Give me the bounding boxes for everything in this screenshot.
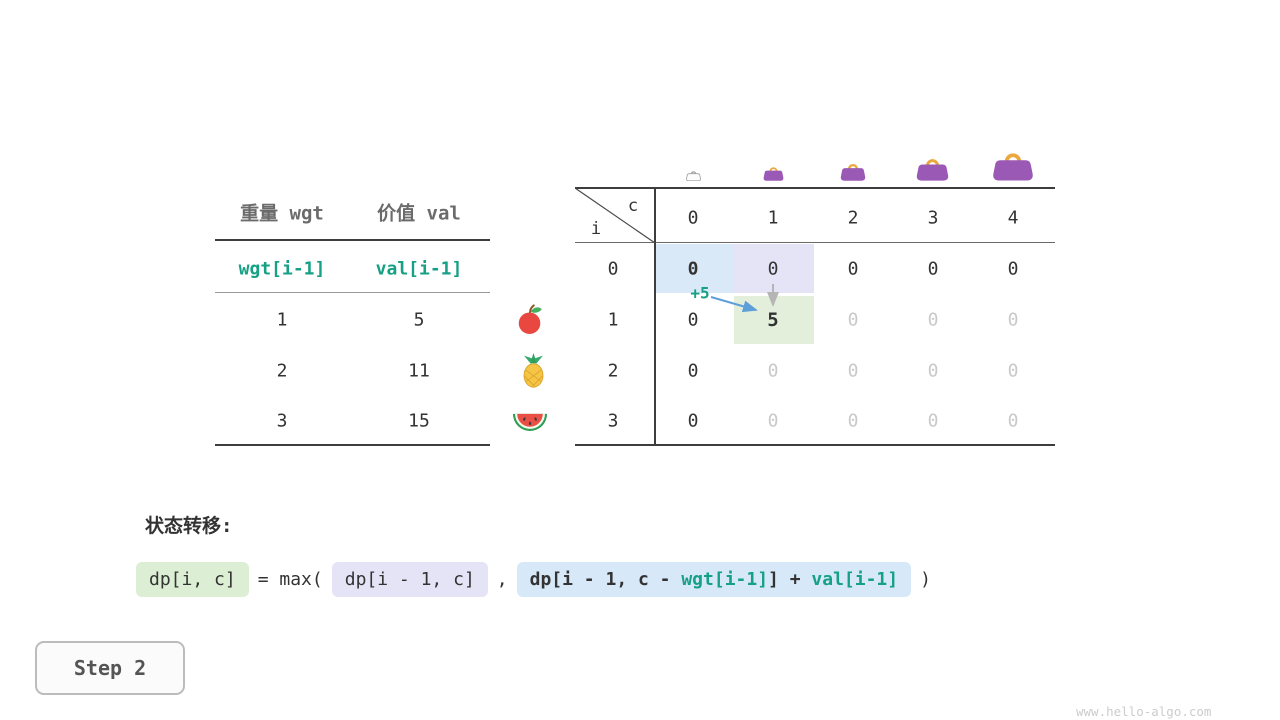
plus-value-annotation: +5 xyxy=(690,283,710,303)
watermelon-icon xyxy=(512,413,548,431)
transition-option-keep: dp[i - 1, c] xyxy=(331,562,488,597)
transition-operator: = max( xyxy=(257,569,323,590)
dp-corner-row-label: i xyxy=(590,219,602,239)
items-header-value: 价值 val xyxy=(377,202,461,225)
items-header-rule xyxy=(215,239,490,241)
dp-cell: 0 xyxy=(1007,309,1019,331)
transition-formula: dp[i, c] = max( dp[i - 1, c] , dp[i - 1,… xyxy=(136,562,931,597)
dp-col-header: 4 xyxy=(1007,207,1019,229)
dp-cell: 0 xyxy=(767,258,779,280)
transition-title: 状态转移: xyxy=(145,515,233,537)
take-arrow-icon xyxy=(710,296,758,313)
items-header-weight: 重量 wgt xyxy=(240,202,324,225)
dp-cell: 0 xyxy=(927,410,939,432)
transition-option-take: dp[i - 1, c - wgt[i-1]] + val[i-1] xyxy=(516,562,912,597)
dp-cell: 0 xyxy=(927,258,939,280)
dp-col-header: 1 xyxy=(767,207,779,229)
pineapple-icon xyxy=(523,352,544,388)
dp-row-header: 1 xyxy=(607,309,619,331)
step-badge: Step 2 xyxy=(35,641,185,695)
transition-closing: ) xyxy=(920,569,931,590)
dp-cell: 0 xyxy=(1007,360,1019,382)
val-term: val[i-1] xyxy=(811,569,899,590)
dp-cell: 0 xyxy=(847,410,859,432)
item-weight: 1 xyxy=(276,309,288,331)
dp-header-rule xyxy=(575,242,1055,243)
watermark: www.hello-algo.com xyxy=(1076,704,1212,719)
dp-col-header: 3 xyxy=(927,207,939,229)
dp-overlay xyxy=(575,187,779,313)
item-value: 5 xyxy=(413,309,425,331)
transition-separator: , xyxy=(496,569,508,590)
dp-col-header: 2 xyxy=(847,207,859,229)
wgt-term: wgt[i-1] xyxy=(681,569,769,590)
dp-row-header: 3 xyxy=(607,410,619,432)
dp-cell: 0 xyxy=(847,309,859,331)
items-formula-weight: wgt[i-1] xyxy=(238,258,326,280)
items-formula-value: val[i-1] xyxy=(375,258,463,280)
corner-diagonal-line xyxy=(575,187,656,244)
dp-cell-current: 5 xyxy=(767,309,779,331)
option-take-prefix: dp[i - 1, c - xyxy=(529,569,682,590)
dp-row-header: 2 xyxy=(607,360,619,382)
dp-cell: 0 xyxy=(687,360,699,382)
dp-bottom-rule xyxy=(575,444,1055,446)
item-weight: 3 xyxy=(276,410,288,432)
bag-icon xyxy=(993,153,1033,181)
item-value: 15 xyxy=(408,410,430,432)
bag-icon xyxy=(840,163,866,181)
dp-cell: 0 xyxy=(927,309,939,331)
dp-cell: 0 xyxy=(1007,410,1019,432)
dp-corner-col-label: c xyxy=(627,196,639,216)
item-weight: 2 xyxy=(276,360,288,382)
dp-cell: 0 xyxy=(767,360,779,382)
dp-vertical-rule xyxy=(654,187,656,446)
transition-lhs: dp[i, c] xyxy=(136,562,249,597)
items-bottom-rule xyxy=(215,444,490,446)
dp-cell: 0 xyxy=(687,258,699,280)
dp-cell: 0 xyxy=(687,410,699,432)
dp-cell: 0 xyxy=(767,410,779,432)
dp-cell: 0 xyxy=(687,309,699,331)
dp-cell: 0 xyxy=(847,258,859,280)
items-formula-rule xyxy=(215,292,490,293)
item-value: 11 xyxy=(408,360,430,382)
dp-cell: 0 xyxy=(847,360,859,382)
dp-col-header: 0 xyxy=(687,207,699,229)
dp-cell: 0 xyxy=(927,360,939,382)
dp-top-rule xyxy=(575,187,1055,189)
bag-outline-icon xyxy=(686,171,701,181)
bag-icon xyxy=(916,159,949,181)
option-take-infix: ] + xyxy=(768,569,812,590)
dp-row-header: 0 xyxy=(607,258,619,280)
dp-cell-highlight-source-diag xyxy=(654,244,734,293)
dp-cell: 0 xyxy=(1007,258,1019,280)
apple-icon xyxy=(518,304,542,334)
bag-icon xyxy=(763,167,784,181)
